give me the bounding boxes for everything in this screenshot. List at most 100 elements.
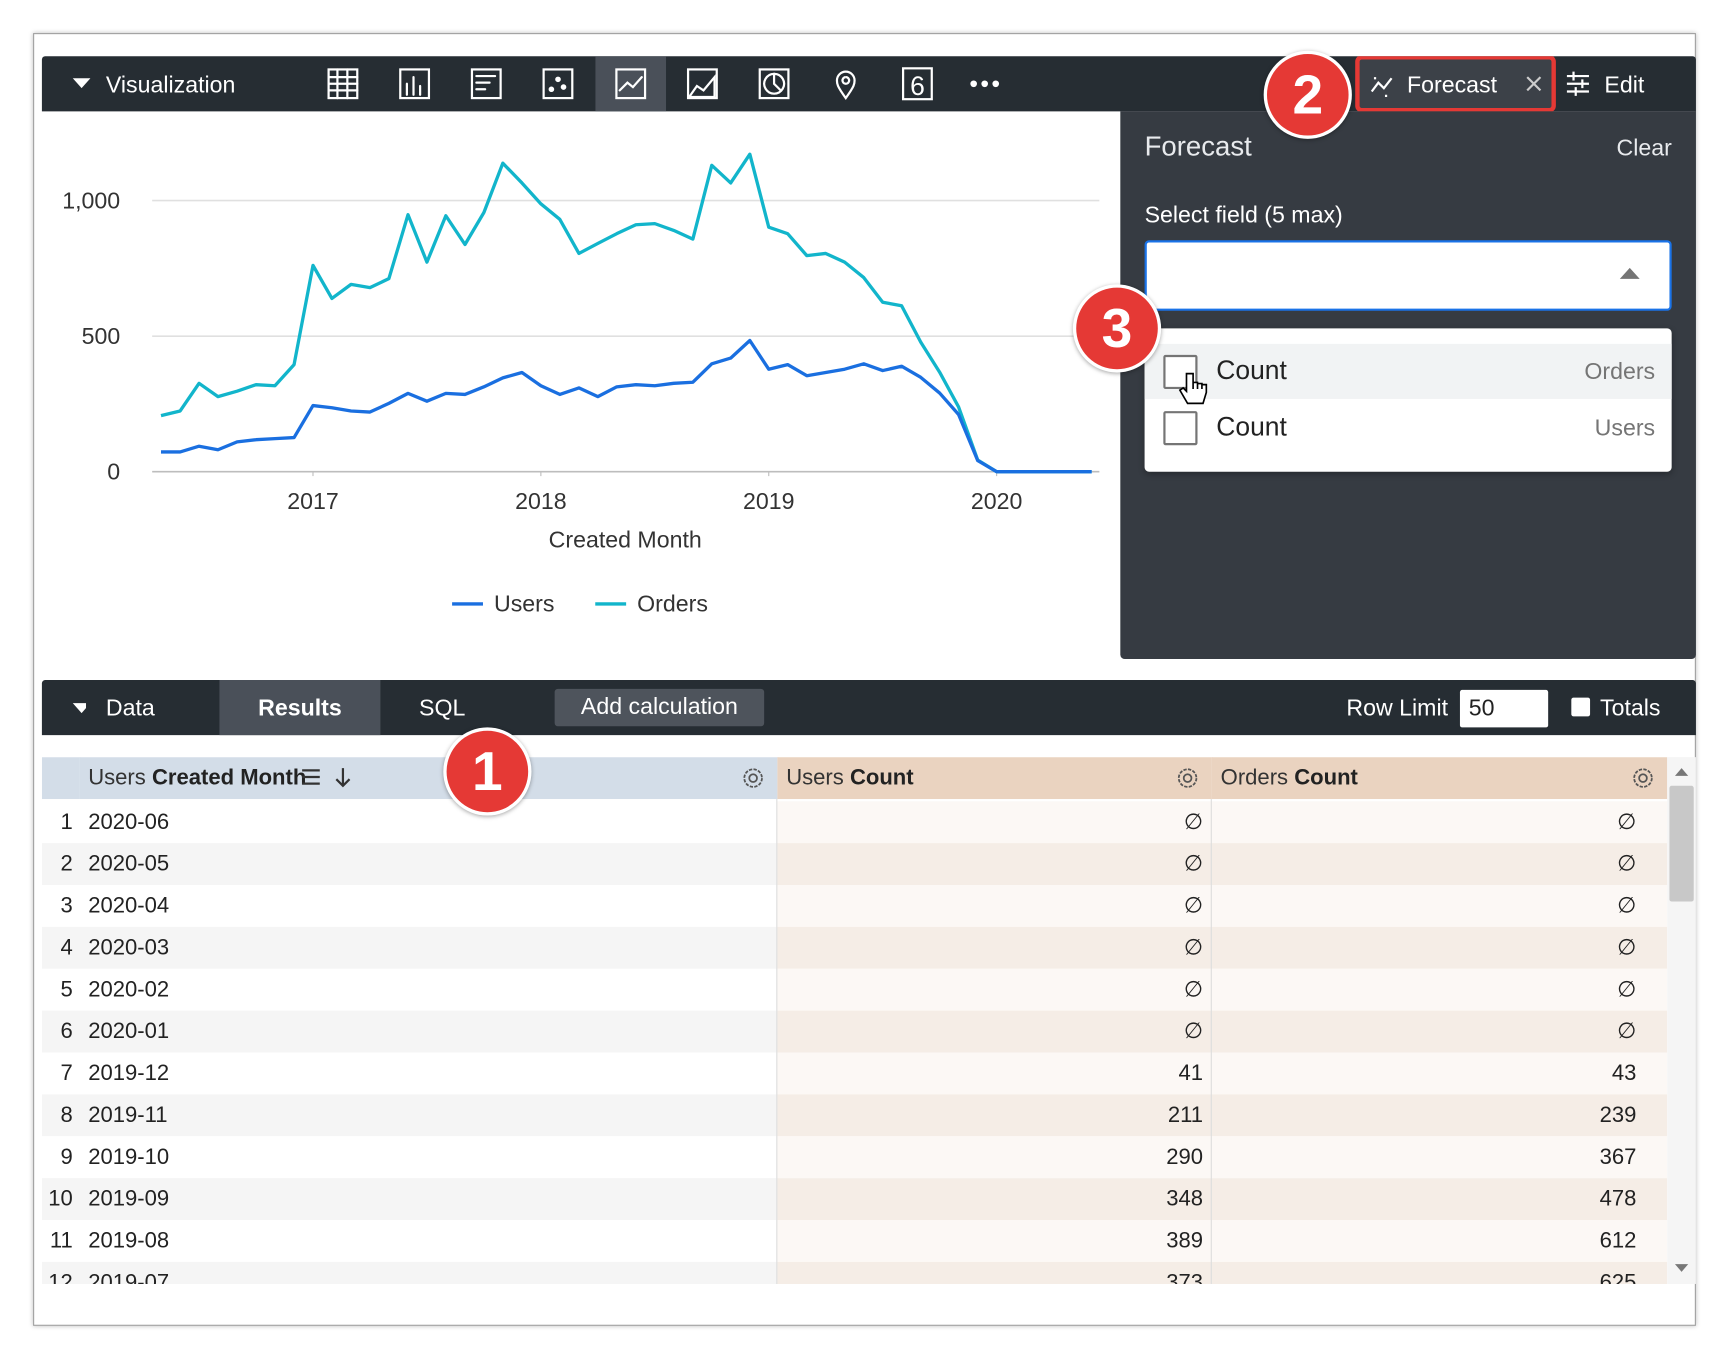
callout-badge: 1 [443, 727, 532, 816]
cell-measure: ∅ [1183, 810, 1204, 835]
option-view: Users [1594, 415, 1656, 441]
icon-frame [399, 68, 431, 100]
hand-cursor [1178, 372, 1208, 405]
cell-dimension: 2020-02 [88, 977, 170, 1002]
gear-hub [1182, 773, 1193, 783]
sql-tab[interactable]: SQL [419, 695, 466, 721]
totals-label: Totals [1599, 695, 1661, 721]
results-tab[interactable]: Results [258, 695, 342, 721]
field-select[interactable] [1144, 240, 1672, 311]
viz-type-icon[interactable] [470, 68, 502, 100]
more-dot[interactable] [992, 80, 1000, 88]
viz-type-icon[interactable] [835, 70, 856, 100]
more-dot[interactable] [970, 80, 977, 88]
y-tick-label: 0 [107, 458, 120, 484]
row-bg-measure [777, 884, 1668, 927]
totals-checkbox[interactable] [1571, 697, 1591, 717]
row-limit-input[interactable]: 50 [1459, 689, 1549, 728]
icon-glyph [475, 74, 497, 91]
gear-hub [748, 773, 758, 783]
cell-measure: 43 [1611, 1061, 1637, 1086]
data-caret[interactable] [42, 680, 87, 735]
row-bg [41, 1220, 778, 1262]
header-cell [79, 757, 779, 800]
row-number: 5 [60, 977, 73, 1002]
cell-measure: 348 [1166, 1186, 1204, 1212]
x-axis-title: Created Month [549, 527, 702, 553]
cell-measure: ∅ [1183, 893, 1204, 919]
cell-measure: 612 [1599, 1228, 1637, 1254]
option-checkbox[interactable] [1163, 411, 1198, 446]
edit-icon[interactable] [1566, 71, 1589, 96]
cell-measure: ∅ [1183, 977, 1204, 1002]
row-bg [41, 884, 778, 927]
cell-measure: 389 [1166, 1228, 1204, 1254]
header-label: Users Count [786, 757, 913, 799]
option-view: Orders [1584, 359, 1656, 385]
gear-ring [743, 768, 763, 788]
forecast-close[interactable] [1526, 76, 1542, 92]
row-number: 12 [48, 1270, 73, 1284]
y-tick-label: 500 [82, 323, 121, 349]
collapse-caret[interactable] [72, 78, 91, 89]
cell-measure: ∅ [1617, 810, 1637, 835]
cell-dimension: 2019-12 [88, 1061, 170, 1086]
series-line [160, 338, 1092, 474]
viz-type-icon[interactable] [686, 68, 718, 100]
cell-measure: 290 [1166, 1145, 1204, 1170]
viz-type-icon[interactable] [615, 68, 647, 100]
cell-dimension: 2019-09 [88, 1186, 170, 1212]
add-calculation[interactable]: Add calculation [554, 688, 765, 727]
header-field: Created Month [151, 765, 307, 791]
clear-link[interactable]: Clear [1616, 135, 1672, 161]
cell-measure: 367 [1599, 1145, 1637, 1170]
cell-dimension: 2020-05 [88, 851, 170, 877]
scroll-arrows [1674, 768, 1689, 1272]
cell-dimension: 2019-10 [88, 1145, 170, 1170]
cell-measure: ∅ [1617, 851, 1637, 877]
x-tick-label: 2019 [743, 488, 794, 514]
column-divider [776, 799, 778, 1284]
x-tick-label: 2018 [515, 488, 566, 514]
x-tick-label: 2020 [971, 488, 1022, 514]
more-dot[interactable] [981, 80, 989, 88]
icon-glyph [327, 68, 359, 100]
viz-type-icon[interactable] [542, 68, 574, 100]
callout-badge: 3 [1072, 284, 1162, 373]
header-label: Orders Count [1221, 757, 1358, 799]
viz-type-icon[interactable] [399, 68, 431, 100]
header-field: Count [849, 765, 914, 791]
cell-measure: ∅ [1617, 977, 1637, 1002]
cell-measure: ∅ [1617, 893, 1637, 919]
icon-glyph [548, 76, 567, 93]
edit-label[interactable]: Edit [1604, 72, 1644, 98]
viz-type-icon[interactable] [758, 68, 790, 100]
row-bg [41, 1178, 778, 1221]
gear-icon[interactable] [1630, 765, 1656, 791]
sort-icons[interactable] [300, 766, 355, 790]
scroll-thumb[interactable] [1669, 785, 1694, 902]
x-tick-label: 2017 [287, 488, 338, 514]
row-bg [41, 843, 778, 885]
row-bg-measure [777, 843, 1668, 885]
header-cell [777, 757, 1213, 800]
viz-type-icon[interactable] [327, 68, 359, 100]
sort-arrow [335, 768, 351, 788]
row-number: 2 [60, 851, 73, 877]
cell-measure: 373 [1166, 1270, 1204, 1284]
gear-icon[interactable] [1174, 765, 1200, 791]
forecast-button[interactable] [1355, 56, 1556, 112]
row-number: 10 [48, 1186, 73, 1212]
row-bg-measure [777, 1010, 1668, 1053]
legend-label[interactable]: Users [494, 591, 554, 617]
option-field: Count [1216, 412, 1287, 442]
legend-label[interactable]: Orders [637, 591, 708, 617]
gear-icon[interactable] [740, 765, 766, 791]
row-bg-measure [777, 801, 1668, 844]
cell-dimension: 2020-01 [88, 1019, 170, 1044]
header-cell [41, 757, 81, 800]
single-value-icon[interactable]: 6 [910, 71, 925, 101]
select-caret [1619, 267, 1640, 279]
row-bg [41, 1136, 778, 1179]
